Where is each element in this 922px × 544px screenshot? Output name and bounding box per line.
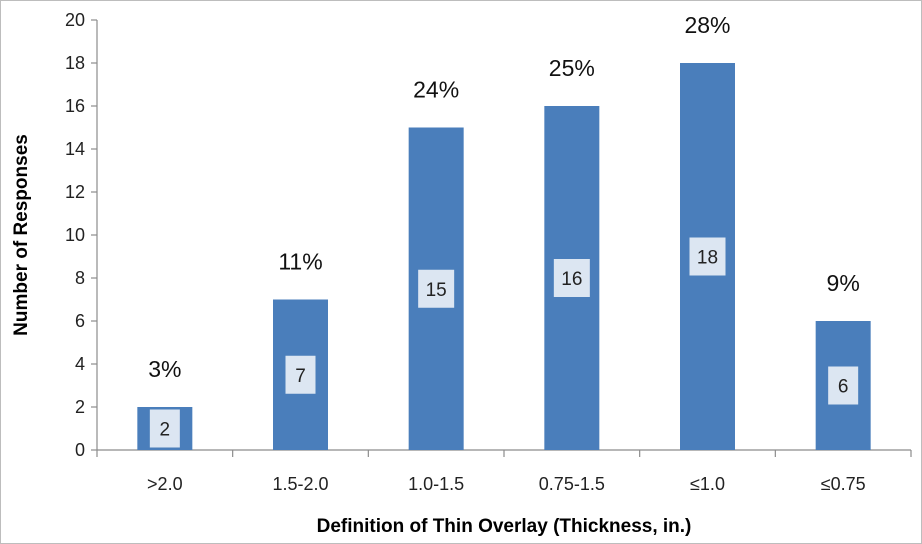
y-tick-label: 12 (65, 182, 85, 202)
percent-label: 24% (413, 77, 459, 103)
x-tick-label: 0.75-1.5 (539, 474, 605, 494)
x-axis-title: Definition of Thin Overlay (Thickness, i… (317, 516, 692, 537)
y-tick-label: 2 (75, 397, 85, 417)
value-label-box (553, 259, 590, 297)
y-tick-label: 10 (65, 225, 85, 245)
value-label: 7 (295, 366, 306, 387)
y-tick-label: 14 (65, 139, 85, 159)
percent-label: 3% (148, 356, 181, 382)
value-label: 18 (697, 248, 718, 269)
y-axis: 0 2 4 6 8 10 12 14 16 18 20 (65, 10, 98, 460)
bars (137, 63, 871, 450)
value-label: 6 (838, 377, 849, 398)
percent-label: 9% (827, 270, 860, 296)
y-tick-label: 8 (75, 268, 85, 288)
y-tick-label: 6 (75, 311, 85, 331)
value-label-box (418, 269, 455, 308)
y-axis-title: Number of Responses (11, 134, 32, 336)
value-label-box (285, 355, 316, 394)
y-tick-label: 18 (65, 53, 85, 73)
x-tick-label: ≤0.75 (821, 474, 866, 494)
x-tick-label: ≤1.0 (690, 474, 725, 494)
x-axis: >2.0 1.5-2.0 1.0-1.5 0.75-1.5 ≤1.0 ≤0.75 (96, 449, 912, 494)
x-tick-label: 1.0-1.5 (408, 474, 464, 494)
x-tick-label: >2.0 (147, 474, 183, 494)
percent-label: 28% (684, 12, 730, 38)
value-label: 2 (160, 420, 171, 441)
percent-label: 25% (549, 55, 595, 81)
data-labels: 3% 2 11% 7 24% 15 25% 16 28% 18 9% 6 (148, 12, 860, 448)
y-tick-label: 4 (75, 354, 85, 374)
value-label: 16 (561, 269, 582, 290)
percent-label: 11% (278, 249, 322, 275)
value-label-box (828, 366, 859, 405)
value-label-box (149, 409, 180, 448)
x-tick-label: 1.5-2.0 (272, 474, 328, 494)
y-tick-label: 16 (65, 96, 85, 116)
value-label: 15 (426, 280, 447, 301)
y-tick-label: 20 (65, 10, 85, 30)
value-label-box (689, 237, 726, 276)
y-tick-label: 0 (75, 440, 85, 460)
